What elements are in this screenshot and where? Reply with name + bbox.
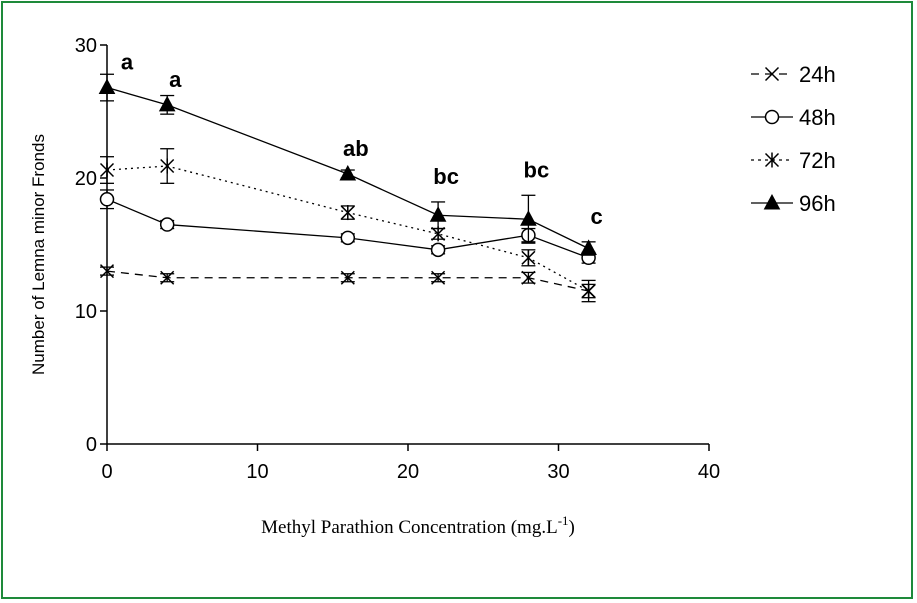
data-point [160,270,175,285]
x-axis-label-superscript: -1 [558,513,569,528]
data-point [99,192,115,207]
data-point [340,205,355,221]
data-point [158,95,176,112]
significance-letter: a [121,50,134,75]
y-tick-label: 0 [86,434,97,456]
y-ticks: 0 10 20 30 [75,35,107,456]
series-72h [99,148,596,299]
y-tick-label: 10 [75,301,97,323]
series-24h [99,264,596,303]
data-point [98,78,116,95]
series-group [98,73,597,303]
x-axis-label-main: Methyl Parathion Concentration (mg.L [261,517,558,538]
significance-letters: a a ab bc bc c [121,50,603,229]
x-tick-label: 40 [698,461,720,483]
x-tick-label: 30 [547,461,569,483]
y-tick-label: 30 [75,35,97,57]
legend-label: 48h [799,105,836,130]
line-chart: 0 10 20 30 0 10 20 30 40 Number of Lemna minor … [29,35,836,538]
legend-item-24h: 24h [751,62,836,87]
legend-marker [763,193,781,210]
data-point [431,270,446,285]
x-axis-label: Methyl Parathion Concentration (mg.L-1) [261,513,575,538]
y-tick-label: 20 [75,168,97,190]
series-line-96h [106,86,589,250]
data-point [580,239,597,255]
legend-item-72h: 72h [751,148,836,173]
data-point [159,217,175,232]
significance-letter: bc [524,157,550,182]
data-point [339,164,357,181]
data-point [520,210,537,226]
axes: 0 10 20 30 0 10 20 30 40 [75,35,720,483]
y-axis-label: Number of Lemna minor Fronds [29,134,48,375]
series-96h [98,73,597,256]
x-tick-label: 20 [397,461,419,483]
legend-label: 24h [799,62,836,87]
significance-letter: c [590,204,602,229]
legend-item-96h: 96h [751,191,836,216]
significance-letter: a [169,67,182,92]
series-line-48h [106,198,589,259]
legend-marker [764,152,780,168]
x-tick-label: 10 [246,461,268,483]
data-point [521,270,536,285]
series-line-72h [106,165,589,292]
data-point [581,283,596,299]
x-ticks: 0 10 20 30 40 [101,444,720,483]
significance-letter: ab [343,136,369,161]
significance-letter: bc [433,164,459,189]
data-point [521,250,536,266]
legend-item-48h: 48h [751,105,836,130]
legend-label: 72h [799,148,836,173]
data-point [430,242,446,258]
legend: 24h 48h 72h 96h [751,62,836,216]
legend-marker [764,109,780,125]
data-point [99,264,115,279]
x-tick-label: 0 [101,461,112,483]
data-point [160,158,175,174]
legend-label: 96h [799,191,836,216]
data-point [99,162,115,178]
series-48h [99,189,596,266]
x-axis-label-close: ) [569,517,575,538]
legend-marker [764,66,780,82]
data-point [429,206,447,222]
series-line-24h [106,270,589,292]
data-point [340,270,355,285]
data-point [340,230,356,246]
